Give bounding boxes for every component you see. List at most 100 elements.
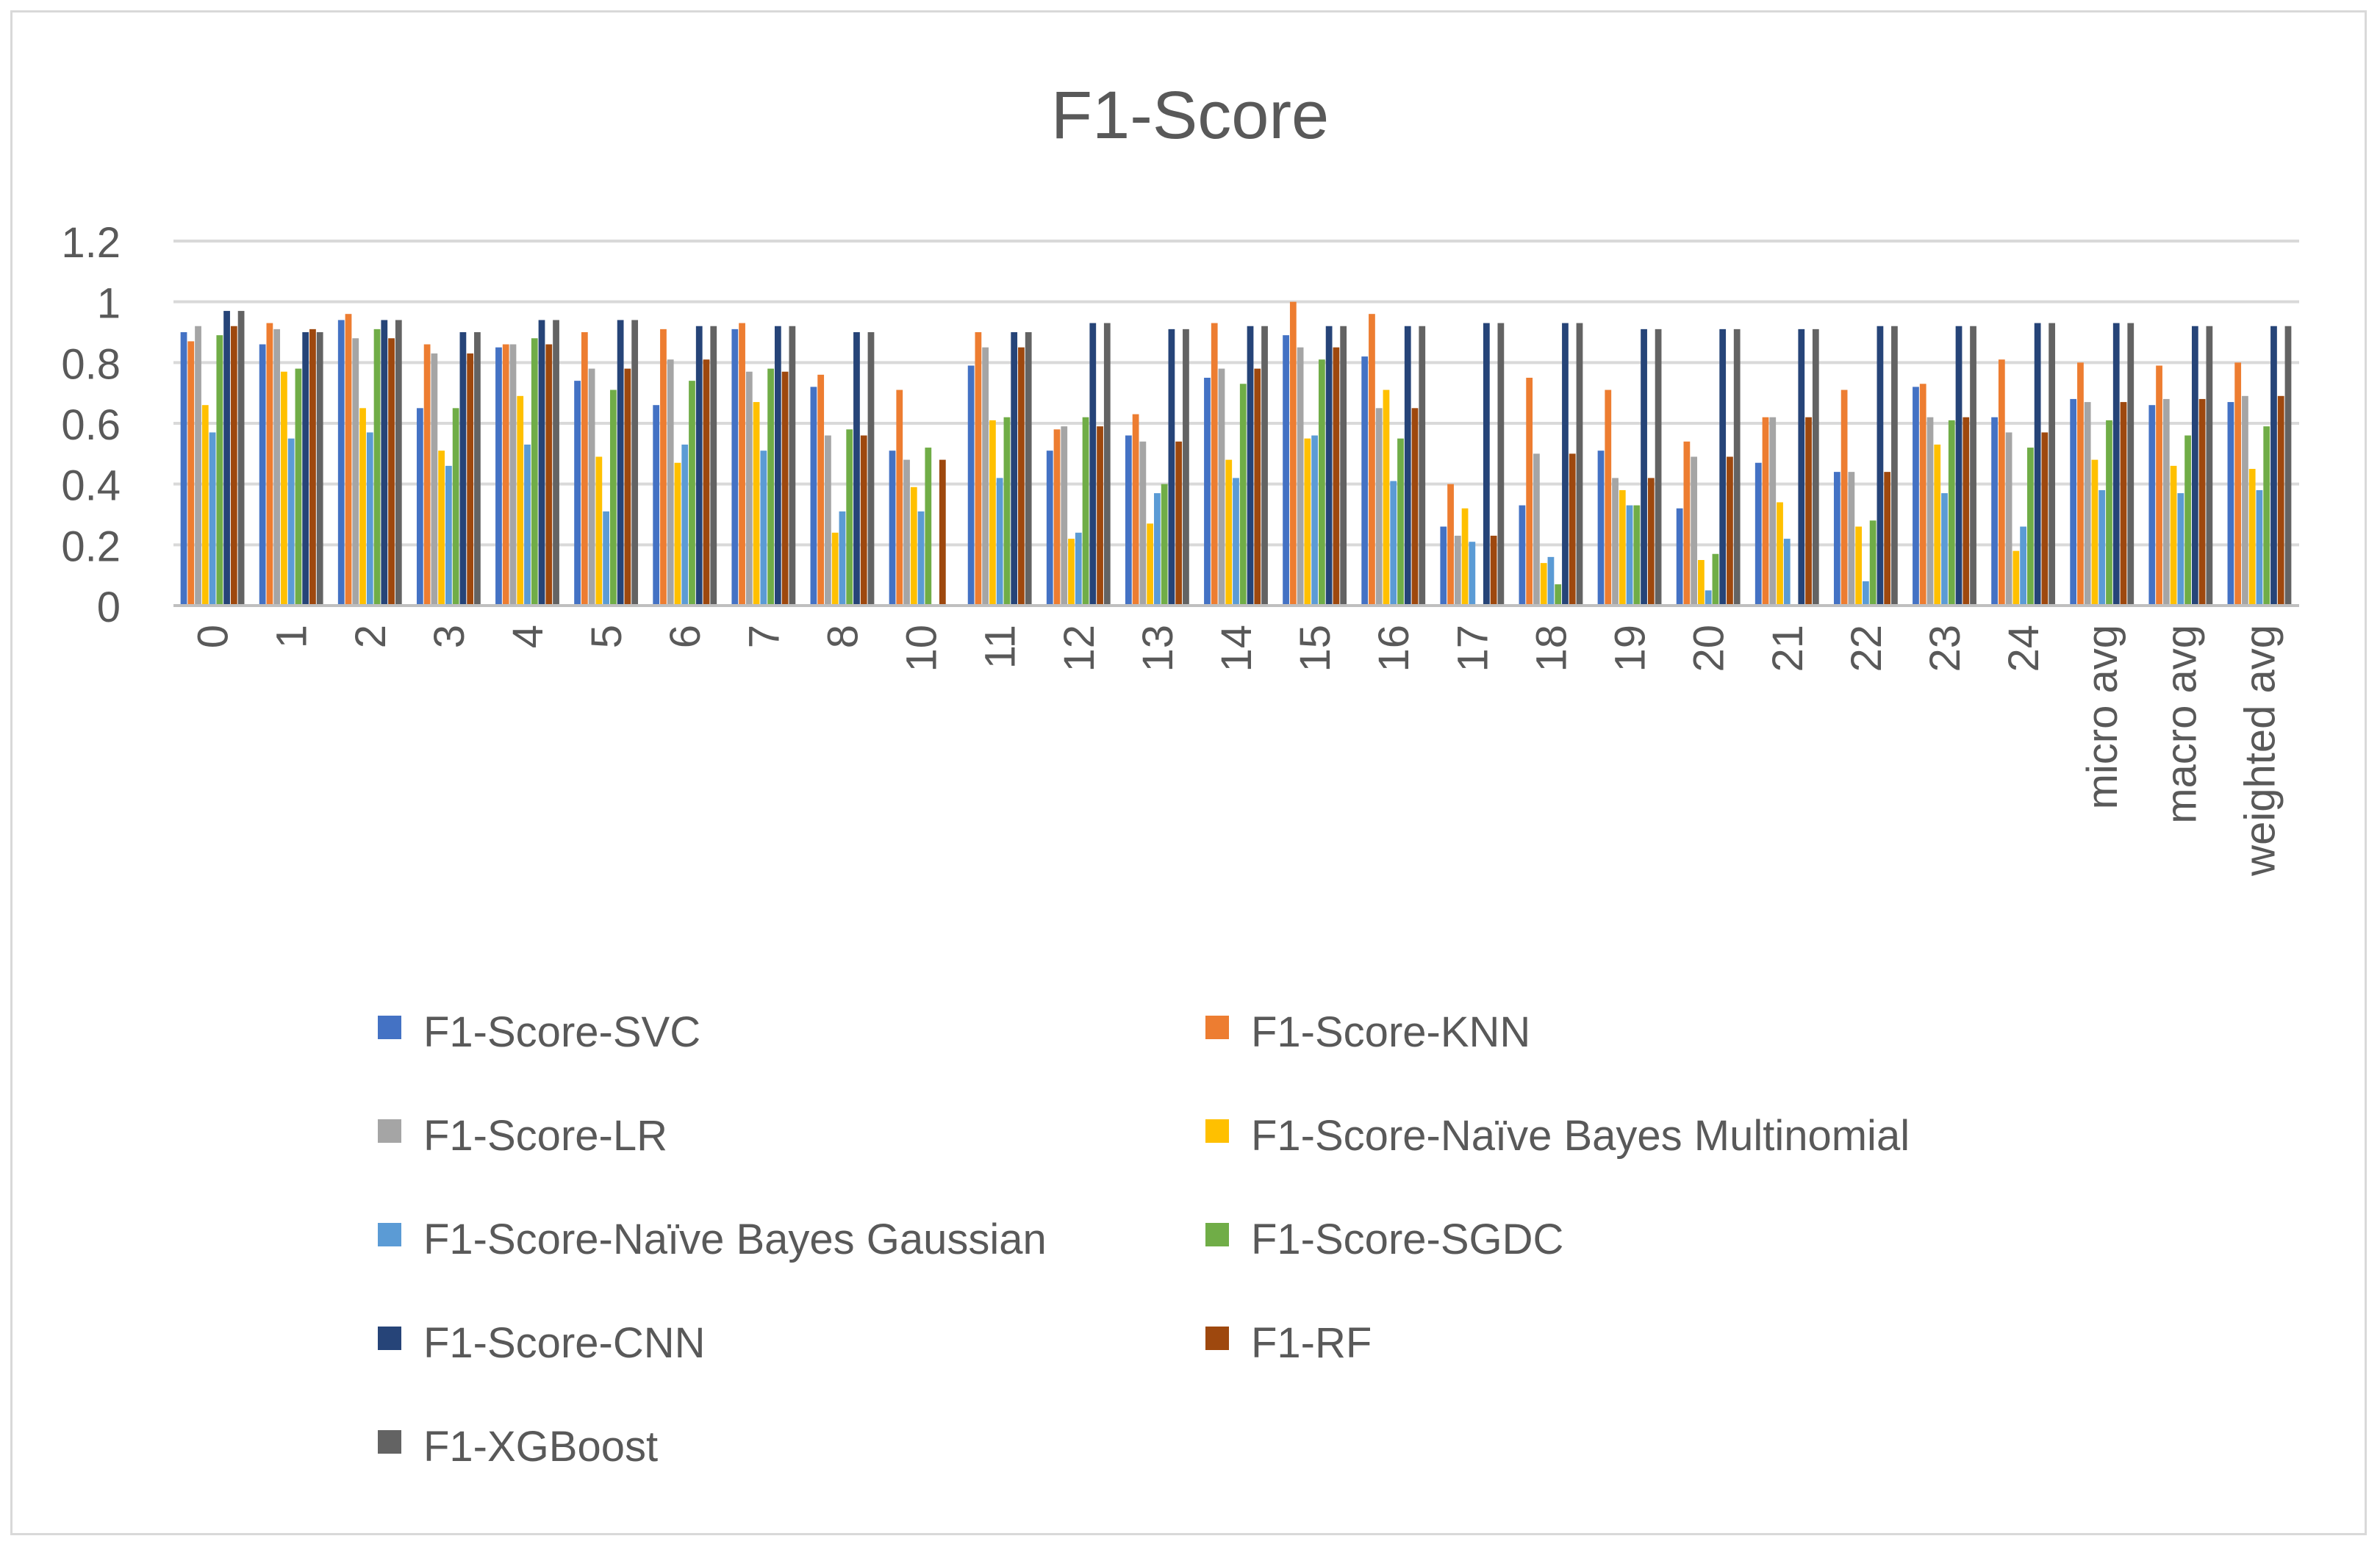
- bar: [1855, 526, 1863, 606]
- bar: [1913, 387, 1919, 606]
- bar: [1605, 390, 1612, 606]
- x-tick-label: 14: [1213, 625, 1261, 672]
- bar: [2034, 323, 2041, 606]
- legend-swatch: [378, 1430, 401, 1454]
- y-tick-label: 0.4: [61, 462, 121, 510]
- bar: [345, 314, 352, 606]
- chart-title: F1-Score: [1051, 78, 1329, 153]
- axis-layer: 00.20.40.60.811.20 1 2 3 4 5 6 7 8 10 11 12 13 14 15 16…: [61, 219, 2299, 877]
- bar: [1375, 408, 1383, 606]
- bar: [495, 347, 502, 606]
- x-tick-label: 8: [819, 625, 867, 648]
- bar: [1863, 581, 1869, 606]
- bar: [1361, 356, 1369, 606]
- bar: [860, 435, 867, 606]
- x-tick-label: 3: [426, 625, 473, 648]
- bar: [1569, 453, 1576, 606]
- bar: [1447, 484, 1454, 606]
- bar: [2020, 526, 2026, 606]
- bar: [1884, 472, 1891, 606]
- bar: [1919, 384, 1926, 606]
- bar: [967, 365, 975, 606]
- bar: [553, 320, 559, 606]
- bar: [739, 323, 745, 606]
- bar: [445, 465, 452, 606]
- legend-label: F1-RF: [1251, 1319, 1372, 1367]
- bar: [388, 338, 395, 606]
- bar: [1175, 441, 1183, 606]
- bar: [1103, 323, 1111, 606]
- x-tick-label: 4: [504, 625, 552, 648]
- bar: [237, 311, 245, 606]
- bar: [1812, 329, 1819, 606]
- bar: [295, 368, 302, 606]
- bar: [1934, 444, 1941, 606]
- series-2: [195, 326, 2248, 606]
- bar: [982, 347, 989, 606]
- x-tick-label: 23: [1921, 625, 1969, 672]
- bars-layer: [180, 301, 2292, 606]
- legend-swatch: [1205, 1016, 1229, 1039]
- x-tick-label: 6: [662, 625, 709, 648]
- y-tick-label: 0: [97, 584, 121, 631]
- x-tick-label: 12: [1055, 625, 1103, 672]
- y-tick-label: 0.2: [61, 523, 121, 570]
- bar: [1369, 314, 1375, 606]
- legend-item: F1-RF: [1205, 1319, 1372, 1367]
- bar: [180, 332, 187, 606]
- bar: [1147, 523, 1154, 606]
- bar: [1082, 417, 1089, 606]
- bar: [1318, 359, 1325, 606]
- bar: [2242, 395, 2248, 606]
- bar: [1727, 456, 1733, 606]
- bar: [266, 323, 273, 606]
- bar: [839, 511, 846, 606]
- bar: [2248, 469, 2256, 606]
- y-tick-label: 0.8: [61, 340, 121, 388]
- bar: [1139, 441, 1147, 606]
- x-tick-label: weighted avg: [2236, 625, 2284, 877]
- bar: [1712, 553, 1719, 606]
- bar: [889, 451, 896, 606]
- bar: [667, 359, 674, 606]
- bar: [1061, 426, 1068, 606]
- bar: [423, 344, 431, 606]
- legend-swatch: [1205, 1223, 1229, 1246]
- bar: [1783, 539, 1791, 606]
- legend-label: F1-Score-Naïve Bayes Multinomial: [1251, 1112, 1910, 1160]
- bar: [781, 371, 789, 606]
- bar: [1683, 441, 1691, 606]
- bar: [1046, 451, 1053, 606]
- bar: [1698, 560, 1705, 606]
- bar: [1003, 417, 1011, 606]
- bar: [502, 344, 509, 606]
- bar: [1289, 301, 1297, 606]
- bar: [1075, 532, 1082, 606]
- bar: [467, 353, 474, 606]
- bar: [1719, 329, 1727, 606]
- bar: [1211, 323, 1218, 606]
- legend-item: F1-XGBoost: [378, 1423, 658, 1471]
- x-tick-label: macro avg: [2157, 625, 2205, 824]
- bar: [337, 320, 345, 606]
- bar: [1754, 462, 1762, 606]
- bar: [2198, 398, 2206, 606]
- legend-item: F1-Score-Naïve Bayes Gaussian: [378, 1216, 1047, 1263]
- bar: [660, 329, 667, 606]
- bar: [1497, 323, 1505, 606]
- bar: [1483, 323, 1490, 606]
- bar: [316, 332, 323, 606]
- bar: [373, 329, 381, 606]
- bar: [431, 353, 438, 606]
- bar: [817, 374, 825, 606]
- bar: [631, 320, 639, 606]
- bar: [452, 408, 459, 606]
- bar: [1132, 414, 1139, 606]
- legend-swatch: [378, 1016, 401, 1039]
- bar: [509, 344, 517, 606]
- x-tick-label: 15: [1291, 625, 1339, 672]
- bar: [1948, 420, 1955, 606]
- bar: [1877, 326, 1884, 606]
- bar: [273, 329, 281, 606]
